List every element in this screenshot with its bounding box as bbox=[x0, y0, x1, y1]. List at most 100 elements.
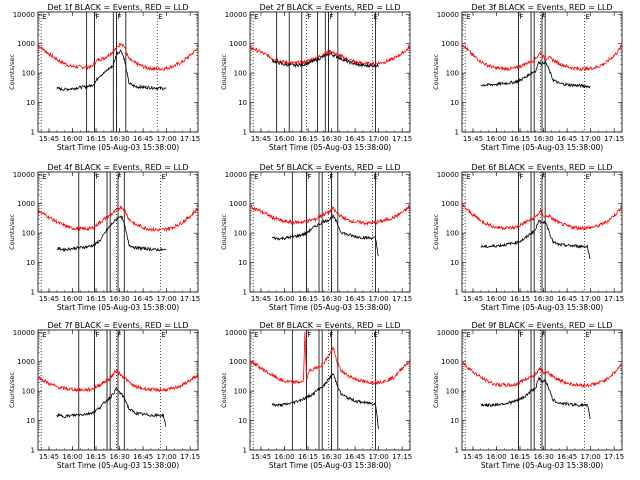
x-axis-label: Start Time (05-Aug-03 15:38:00) bbox=[269, 303, 391, 312]
x-tick-label: 17:15 bbox=[392, 295, 412, 303]
y-tick-label: 10 bbox=[238, 99, 247, 107]
y-tick-label: 10000 bbox=[13, 171, 35, 179]
panel-title: Det 9f BLACK = Events, RED = LLD bbox=[471, 321, 612, 330]
y-tick-label: 10 bbox=[26, 417, 35, 425]
x-tick-label: 16:15 bbox=[86, 453, 106, 461]
detector-panel-3: Det 3f BLACK = Events, RED = LLD 1 10 100 10… bbox=[432, 3, 624, 152]
y-axis-label: Counts/sec bbox=[8, 214, 16, 250]
x-tick-label: 16:00 bbox=[486, 295, 506, 303]
y-tick-label: 10000 bbox=[13, 329, 35, 337]
x-tick-label: 17:00 bbox=[157, 453, 177, 461]
mode-marker-label: E bbox=[466, 331, 470, 339]
mode-marker-label: E bbox=[42, 13, 46, 21]
x-tick-label: 17:00 bbox=[369, 295, 389, 303]
y-tick-label: 100 bbox=[234, 70, 247, 78]
y-axis-label: Counts/sec bbox=[8, 54, 16, 90]
series-group bbox=[38, 42, 198, 92]
y-tick-label: 1000 bbox=[229, 200, 247, 208]
y-tick-label: 100 bbox=[234, 230, 247, 238]
y-tick-label: 1000 bbox=[441, 40, 459, 48]
x-tick-label: 16:15 bbox=[86, 135, 106, 143]
lld-series-line bbox=[38, 205, 198, 233]
y-tick-label: 1 bbox=[31, 447, 35, 455]
mode-marker-label: E bbox=[585, 173, 589, 181]
y-tick-label: 1000 bbox=[441, 358, 459, 366]
mode-marker-label: F bbox=[307, 331, 311, 339]
x-tick-label: 16:15 bbox=[510, 135, 530, 143]
y-tick-label: 100 bbox=[22, 388, 35, 396]
detector-panel-2: Det 2f BLACK = Events, RED = LLD 1 10 100 10… bbox=[220, 3, 412, 152]
panel-title: Det 8f BLACK = Events, RED = LLD bbox=[259, 321, 400, 330]
y-tick-label: 10 bbox=[238, 417, 247, 425]
x-tick-label: 16:30 bbox=[533, 453, 553, 461]
x-tick-label: 15:45 bbox=[251, 135, 271, 143]
mode-marker-label: E bbox=[585, 331, 589, 339]
x-tick-label: 17:15 bbox=[392, 135, 412, 143]
lld-series-line bbox=[38, 369, 198, 393]
mode-marker-label: F bbox=[519, 173, 523, 181]
mode-marker-label: F bbox=[541, 173, 545, 181]
x-tick-label: 16:00 bbox=[62, 295, 82, 303]
x-tick-label: 16:45 bbox=[345, 135, 365, 143]
y-tick-label: 100 bbox=[22, 230, 35, 238]
y-tick-label: 10000 bbox=[437, 329, 459, 337]
plot-frame bbox=[37, 11, 199, 133]
y-tick-label: 100 bbox=[22, 70, 35, 78]
x-axis-label: Start Time (05-Aug-03 15:38:00) bbox=[481, 461, 603, 470]
x-axis-label: Start Time (05-Aug-03 15:38:00) bbox=[481, 303, 603, 312]
plot-frame bbox=[249, 329, 411, 451]
events-series-line bbox=[56, 386, 167, 427]
x-tick-label: 15:45 bbox=[463, 453, 483, 461]
x-tick-label: 17:00 bbox=[369, 135, 389, 143]
x-tick-label: 16:45 bbox=[557, 295, 577, 303]
mode-marker-label: F bbox=[307, 173, 311, 181]
mode-marker-label: E bbox=[254, 13, 258, 21]
x-tick-label: 17:15 bbox=[180, 135, 200, 143]
x-tick-label: 16:30 bbox=[321, 135, 341, 143]
series-group bbox=[462, 203, 622, 260]
mode-marker-label: F bbox=[95, 331, 99, 339]
x-tick-label: 17:15 bbox=[180, 295, 200, 303]
y-tick-label: 10 bbox=[450, 417, 459, 425]
mode-marker-label: F bbox=[117, 13, 121, 21]
x-axis-label: Start Time (05-Aug-03 15:38:00) bbox=[57, 143, 179, 152]
y-tick-label: 1000 bbox=[17, 40, 35, 48]
series-group bbox=[38, 205, 198, 252]
events-series-line bbox=[480, 219, 591, 260]
series-group bbox=[462, 361, 622, 420]
x-tick-label: 15:45 bbox=[251, 295, 271, 303]
x-tick-label: 16:00 bbox=[62, 135, 82, 143]
x-tick-label: 17:15 bbox=[604, 135, 624, 143]
mode-marker-label: F bbox=[541, 13, 545, 21]
series-group bbox=[250, 45, 410, 68]
x-tick-label: 15:45 bbox=[39, 295, 59, 303]
series-group bbox=[38, 369, 198, 427]
events-series-line bbox=[56, 49, 167, 92]
y-tick-label: 10000 bbox=[225, 329, 247, 337]
x-tick-label: 17:15 bbox=[180, 453, 200, 461]
lld-series-line bbox=[250, 45, 410, 67]
y-tick-label: 100 bbox=[446, 230, 459, 238]
panel-title: Det 6f BLACK = Events, RED = LLD bbox=[471, 163, 612, 172]
y-tick-label: 10 bbox=[26, 99, 35, 107]
mode-marker-label: F bbox=[519, 331, 523, 339]
x-axis-label: Start Time (05-Aug-03 15:38:00) bbox=[57, 461, 179, 470]
y-tick-label: 1000 bbox=[229, 40, 247, 48]
panel-title: Det 1f BLACK = Events, RED = LLD bbox=[47, 3, 188, 12]
y-tick-label: 10000 bbox=[225, 11, 247, 19]
x-tick-label: 17:00 bbox=[157, 135, 177, 143]
x-tick-label: 16:30 bbox=[321, 295, 341, 303]
y-tick-label: 10 bbox=[450, 99, 459, 107]
x-tick-label: 17:15 bbox=[604, 295, 624, 303]
x-tick-label: 16:30 bbox=[533, 295, 553, 303]
x-tick-label: 16:45 bbox=[557, 453, 577, 461]
lld-series-line bbox=[250, 204, 410, 226]
y-tick-label: 1 bbox=[455, 447, 459, 455]
x-tick-label: 15:45 bbox=[463, 295, 483, 303]
y-axis-label: Counts/sec bbox=[432, 54, 440, 90]
x-tick-label: 15:45 bbox=[39, 135, 59, 143]
y-tick-label: 100 bbox=[234, 388, 247, 396]
y-tick-label: 1 bbox=[455, 289, 459, 297]
lld-series-line bbox=[462, 44, 622, 72]
x-axis-label: Start Time (05-Aug-03 15:38:00) bbox=[269, 143, 391, 152]
